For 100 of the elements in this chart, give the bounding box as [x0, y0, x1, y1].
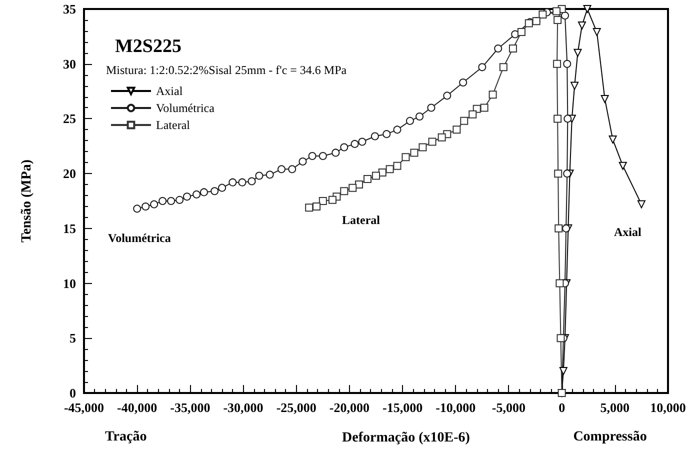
point	[183, 192, 191, 201]
point	[210, 187, 219, 196]
x-tick-label: -45,000	[64, 400, 104, 415]
point	[340, 187, 348, 196]
point	[428, 138, 436, 146]
point	[328, 196, 336, 204]
point	[583, 5, 592, 13]
point	[142, 202, 150, 210]
point	[340, 143, 348, 152]
point	[332, 148, 340, 157]
point	[393, 162, 402, 170]
point	[499, 63, 508, 72]
x-tick-label: 10,000	[650, 400, 686, 415]
point	[382, 130, 391, 138]
x-axis-title: Deformação (x10E-6)	[342, 430, 470, 446]
point	[556, 334, 565, 342]
annotation: Axial	[614, 225, 642, 239]
point	[554, 16, 562, 24]
point	[255, 172, 264, 180]
point	[358, 138, 366, 146]
x-tick-label: 0	[558, 400, 566, 415]
point	[538, 10, 547, 18]
point	[637, 200, 646, 208]
point	[372, 172, 380, 180]
point	[460, 116, 468, 125]
x-tick-label: 5,000	[600, 400, 630, 415]
point	[452, 126, 461, 134]
point	[592, 28, 601, 36]
y-tick-label: 0	[70, 386, 76, 400]
point	[478, 63, 486, 72]
point	[308, 152, 316, 160]
point	[561, 12, 570, 20]
y-tick-label: 15	[63, 220, 76, 236]
point	[200, 188, 208, 196]
point	[459, 78, 468, 87]
point	[348, 184, 357, 192]
x-tick-label: -15,000	[382, 400, 423, 415]
point	[578, 21, 586, 30]
point	[554, 224, 563, 232]
point	[443, 92, 452, 100]
y-axis-title: Tensão (MPa)	[20, 159, 34, 243]
x-tick-label: -30,000	[223, 400, 264, 415]
y-tick-label: 5	[70, 330, 76, 346]
point	[427, 104, 436, 112]
point	[158, 197, 167, 205]
point	[378, 168, 386, 176]
x-tick-label: -40,000	[117, 400, 158, 415]
y-tick-label: 10	[63, 276, 76, 291]
point	[192, 190, 201, 198]
point	[278, 165, 286, 174]
point	[508, 44, 517, 52]
y-tick-label: 25	[63, 111, 76, 126]
point	[386, 165, 394, 174]
x-tick-label: -5,000	[492, 400, 526, 415]
text: Tração	[105, 430, 147, 444]
point	[563, 60, 572, 68]
point	[218, 184, 226, 192]
text: M2S225	[115, 36, 182, 57]
point	[312, 202, 321, 210]
point	[559, 367, 568, 376]
annotation: Volumétrica	[108, 231, 171, 245]
y-tick-label: 20	[63, 166, 76, 182]
point	[554, 170, 562, 178]
point	[494, 44, 502, 52]
point	[574, 48, 582, 57]
point	[176, 196, 184, 204]
point	[305, 204, 314, 212]
point	[355, 180, 364, 189]
point	[266, 170, 274, 179]
point	[393, 126, 402, 134]
point	[406, 116, 414, 125]
point	[418, 143, 427, 152]
legend-label: Axial	[156, 84, 184, 98]
point	[468, 110, 477, 118]
point	[238, 178, 246, 186]
point	[511, 30, 520, 38]
y-tick-label: 35	[63, 2, 76, 16]
point	[364, 175, 372, 184]
point	[564, 114, 572, 123]
y-tick-label: 30	[63, 56, 76, 72]
point	[608, 136, 617, 144]
x-tick-label: -20,000	[329, 400, 370, 415]
point	[554, 114, 562, 123]
point	[318, 197, 327, 205]
point	[553, 60, 562, 68]
point	[298, 158, 307, 166]
point	[416, 112, 424, 121]
point	[552, 7, 561, 16]
point	[517, 28, 526, 36]
point	[488, 90, 497, 99]
legend-label: Lateral	[156, 118, 191, 132]
point	[618, 162, 627, 170]
point	[600, 94, 609, 103]
text: Compressão	[573, 430, 647, 444]
point	[570, 82, 579, 90]
point	[563, 170, 572, 178]
legend-title: Mistura: 1:2:0.52:2%Sisal 25mm - f'c = 34.6 MPa	[106, 63, 348, 77]
annotation: Lateral	[342, 213, 381, 227]
x-tick-label: -10,000	[436, 400, 476, 415]
point	[410, 148, 418, 157]
